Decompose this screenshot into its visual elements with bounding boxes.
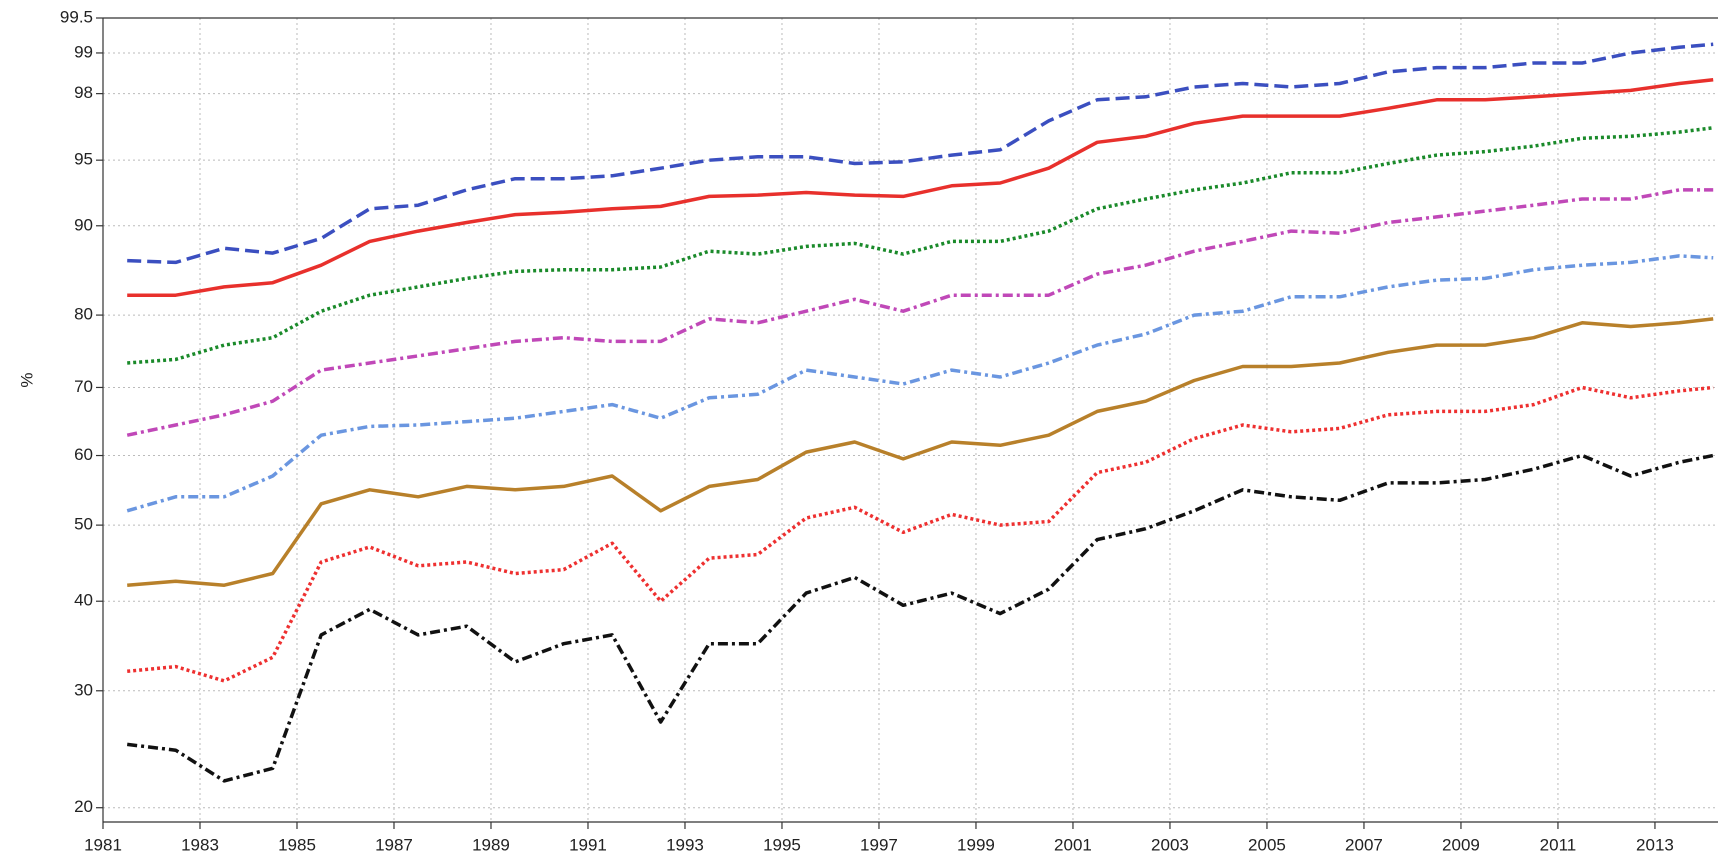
data-line <box>126 453 1714 783</box>
data-line <box>127 317 1714 587</box>
x-tick-label: 1991 <box>569 835 607 854</box>
x-tick-label: 2001 <box>1054 835 1092 854</box>
x-tick-label: 1987 <box>375 835 413 854</box>
data-line <box>127 78 1714 297</box>
data-line <box>127 385 1714 683</box>
y-tick-label: 40 <box>74 591 93 610</box>
x-tick-label: 1993 <box>666 835 704 854</box>
y-axis-label: % <box>17 372 36 387</box>
x-tick-label: 2005 <box>1248 835 1286 854</box>
x-tick-label: 1983 <box>181 835 219 854</box>
x-tick-label: 1997 <box>860 835 898 854</box>
x-tick-label: 1985 <box>278 835 316 854</box>
y-tick-label: 20 <box>74 797 93 816</box>
data-line <box>126 254 1714 513</box>
y-tick-label: 99 <box>74 42 93 61</box>
y-tick-label: 95 <box>74 150 93 169</box>
x-tick-label: 2011 <box>1540 835 1577 854</box>
x-tick-label: 2013 <box>1636 835 1674 854</box>
y-tick-label: 98 <box>74 83 93 102</box>
x-tick-label: 1989 <box>472 835 510 854</box>
y-tick-label: 90 <box>74 215 93 234</box>
x-tick-label: 1981 <box>84 835 122 854</box>
y-tick-label: 80 <box>74 305 93 324</box>
y-tick-label: 50 <box>74 515 93 534</box>
data-line <box>126 188 1714 437</box>
x-tick-label: 1995 <box>763 835 801 854</box>
x-tick-label: 1999 <box>957 835 995 854</box>
y-tick-label: 99.5 <box>60 7 93 26</box>
data-line <box>127 42 1714 265</box>
y-tick-label: 60 <box>74 445 93 464</box>
x-tick-label: 2007 <box>1345 835 1383 854</box>
x-tick-label: 2003 <box>1151 835 1189 854</box>
x-tick-label: 2009 <box>1442 835 1480 854</box>
y-tick-label: 70 <box>74 377 93 396</box>
y-tick-label: 30 <box>74 680 93 699</box>
